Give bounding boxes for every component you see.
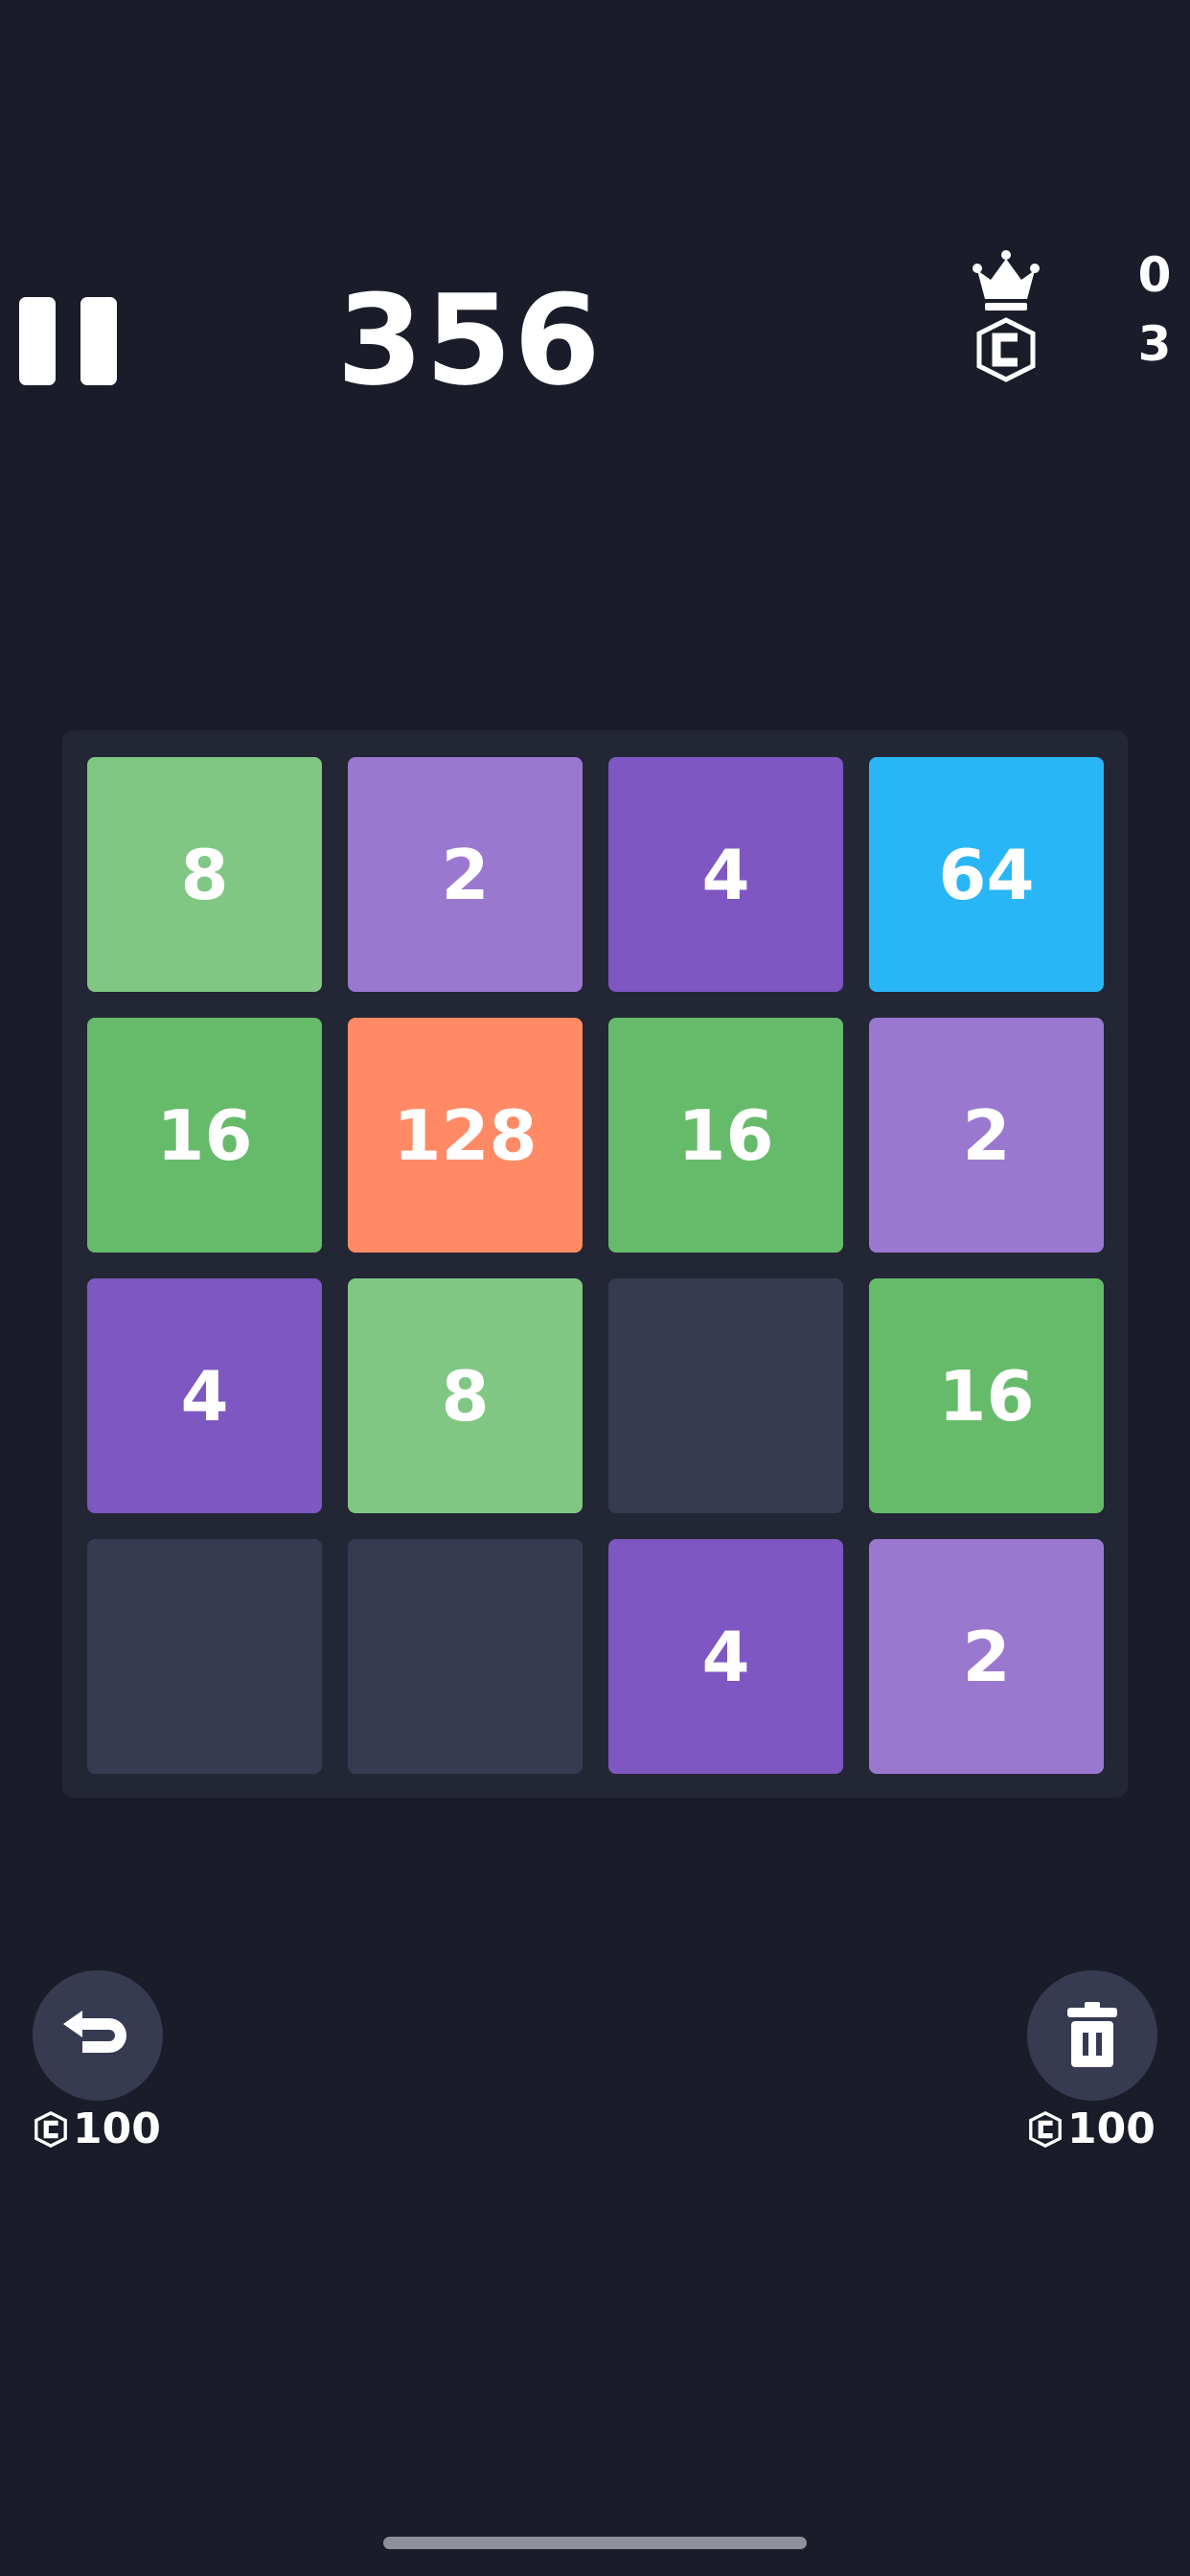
tile-16: 16 [87,1018,322,1253]
delete-tile-button[interactable] [1027,1970,1157,2101]
empty-cell [87,1539,322,1774]
coin-icon [976,317,1036,382]
coin-icon [1029,2110,1062,2148]
delete-cost: 100 [1027,2104,1156,2153]
coin-count: 3 [1137,316,1172,372]
tile-4: 4 [608,1539,843,1774]
delete-circle[interactable] [1027,1970,1157,2101]
pause-button[interactable] [19,297,117,385]
game-board[interactable]: 8 2 4 64 16 128 16 2 4 8 16 4 2 [62,730,1128,1798]
coin-icon [34,2110,67,2148]
tile-4: 4 [608,757,843,992]
tile-8: 8 [348,1278,583,1513]
undo-circle[interactable] [33,1970,163,2101]
tile-16: 16 [869,1278,1104,1513]
pause-icon-bar [80,297,117,385]
delete-cost-value: 100 [1067,2104,1156,2153]
pause-icon [19,297,56,385]
tile-2: 2 [869,1539,1104,1774]
empty-cell [608,1278,843,1513]
tile-128: 128 [348,1018,583,1253]
tile-64: 64 [869,757,1104,992]
best-score: 0 [1137,247,1172,303]
tile-2: 2 [869,1018,1104,1253]
undo-cost-value: 100 [73,2104,161,2153]
undo-icon [63,2011,126,2053]
tile-4: 4 [87,1278,322,1513]
empty-cell [348,1539,583,1774]
home-indicator[interactable] [383,2537,807,2549]
undo-cost: 100 [33,2104,161,2153]
crown-icon [973,250,1040,310]
tile-16: 16 [608,1018,843,1253]
undo-button[interactable] [33,1970,163,2101]
tile-8: 8 [87,757,322,992]
current-score: 356 [336,267,603,413]
tile-2: 2 [348,757,583,992]
trash-icon [1067,2002,1117,2067]
